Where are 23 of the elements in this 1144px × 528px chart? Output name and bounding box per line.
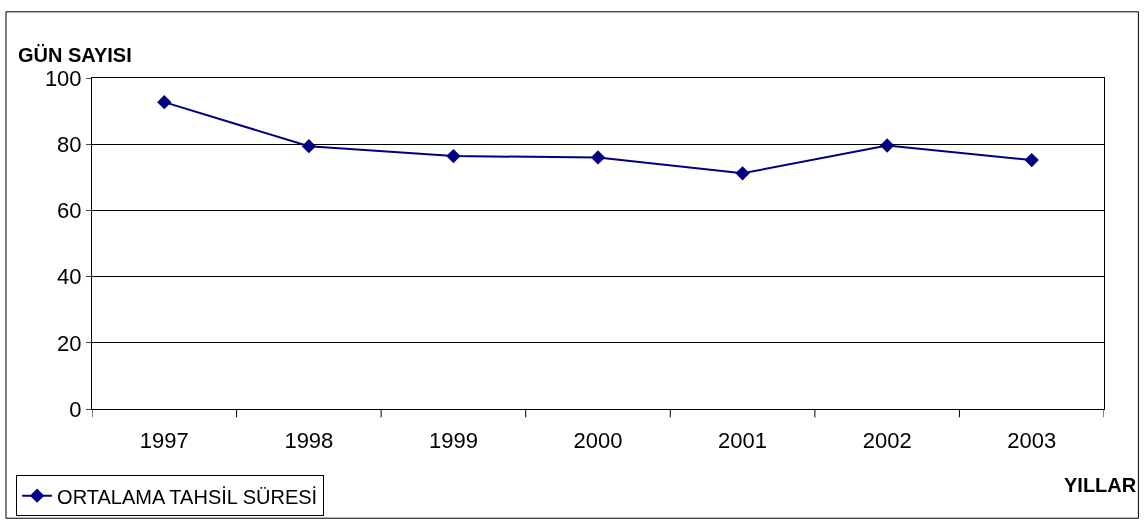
point <box>1024 152 1039 168</box>
x-tick-label: 2003 <box>1007 428 1057 454</box>
x-tick-label: 2000 <box>573 428 623 454</box>
y-tick-label: 60 <box>57 198 82 224</box>
x-tick-label: 1999 <box>428 428 478 454</box>
y-tick-label: 0 <box>69 396 82 422</box>
point <box>301 139 317 154</box>
point <box>735 166 750 181</box>
y-tick-label: 20 <box>57 330 82 356</box>
y-tick-label: 100 <box>44 65 82 91</box>
x-tick-label: 2002 <box>862 428 912 454</box>
y-tick-label: 80 <box>57 131 82 157</box>
x-axis-title: YILLAR <box>1064 474 1137 496</box>
point <box>590 150 606 165</box>
y-tick-label: 40 <box>57 264 82 290</box>
y-axis-title: GÜN SAYISI <box>18 44 132 66</box>
x-tick-label: 1998 <box>284 428 334 454</box>
point <box>446 148 461 164</box>
point <box>157 95 172 110</box>
point <box>879 138 895 153</box>
legend-label: ORTALAMA TAHSİL SÜRESİ <box>57 485 318 508</box>
x-tick-label: 1997 <box>139 428 189 454</box>
x-tick-label: 2001 <box>718 428 768 454</box>
